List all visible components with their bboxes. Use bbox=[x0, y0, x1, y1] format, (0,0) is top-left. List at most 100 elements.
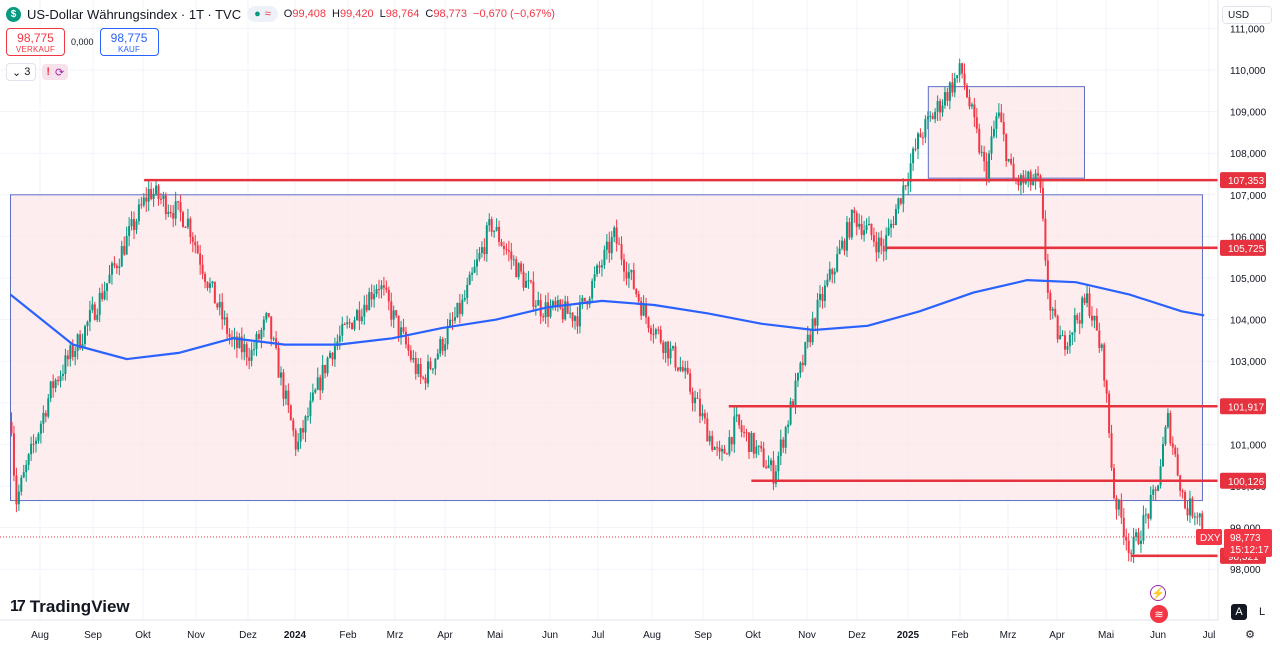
candle-body bbox=[392, 310, 395, 320]
candle-body bbox=[544, 302, 547, 318]
candle-body bbox=[54, 379, 57, 389]
candle-body bbox=[664, 341, 667, 353]
candle-body bbox=[1103, 344, 1106, 381]
candle-body bbox=[490, 219, 493, 232]
candle-body bbox=[919, 133, 922, 138]
indicator-toggle[interactable]: ⌄ 3 bbox=[6, 63, 37, 81]
log-scale-button[interactable]: L bbox=[1258, 606, 1266, 618]
buy-button[interactable]: 98,775 KAUF bbox=[99, 28, 159, 56]
candle-body bbox=[770, 460, 773, 466]
candle-body bbox=[596, 265, 599, 275]
candle-body bbox=[346, 322, 349, 325]
candle-body bbox=[446, 327, 449, 345]
candle-body bbox=[706, 418, 709, 442]
candle-body bbox=[836, 254, 839, 272]
candle-body bbox=[1012, 163, 1015, 181]
candle-body bbox=[948, 82, 951, 101]
candle-body bbox=[179, 202, 182, 213]
candle-body bbox=[515, 259, 518, 278]
candle-body bbox=[941, 105, 944, 113]
change-value: −0,670 (−0,67%) bbox=[473, 8, 555, 20]
candle-body bbox=[253, 349, 256, 351]
candle-body bbox=[870, 223, 873, 236]
candle-body bbox=[1049, 292, 1052, 311]
candle-body bbox=[358, 310, 361, 322]
candle-body bbox=[385, 287, 388, 290]
trade-panel: 98,775 VERKAUF 0,000 98,775 KAUF bbox=[6, 28, 159, 56]
candle-body bbox=[267, 313, 270, 317]
candle-body bbox=[201, 264, 204, 274]
candle-body bbox=[1083, 297, 1086, 303]
candle-body bbox=[1166, 412, 1169, 428]
currency-selector[interactable]: USD bbox=[1222, 6, 1272, 24]
candle-body bbox=[1115, 498, 1118, 510]
candle-body bbox=[1095, 315, 1098, 331]
candle-body bbox=[517, 263, 520, 278]
us-flag-event-icon[interactable]: ≋ bbox=[1150, 605, 1168, 623]
time-tick-label: Nov bbox=[187, 630, 205, 641]
candle-body bbox=[970, 104, 973, 107]
flash-alert-icon[interactable]: ⚡ bbox=[1150, 585, 1166, 601]
candle-body bbox=[15, 475, 18, 505]
candle-body bbox=[1125, 536, 1128, 541]
rectangle-zones bbox=[10, 86, 1203, 502]
candle-body bbox=[1152, 489, 1155, 495]
candle-body bbox=[1054, 308, 1057, 316]
sell-button[interactable]: 98,775 VERKAUF bbox=[6, 28, 65, 56]
candle-body bbox=[872, 235, 875, 242]
candle-body bbox=[571, 312, 574, 321]
candle-body bbox=[1086, 293, 1089, 303]
candle-body bbox=[865, 225, 868, 231]
candle-body bbox=[304, 416, 307, 433]
candle-body bbox=[578, 302, 581, 327]
candle-body bbox=[287, 390, 290, 406]
indicator-alerts[interactable]: ! ⟳ bbox=[42, 64, 69, 80]
candle-body bbox=[520, 263, 523, 272]
candle-body bbox=[42, 412, 45, 424]
candle-body bbox=[397, 315, 400, 336]
candle-body bbox=[806, 334, 809, 343]
candle-body bbox=[76, 334, 79, 352]
candle-body bbox=[931, 115, 934, 120]
candle-body bbox=[174, 201, 177, 219]
candle-body bbox=[1184, 492, 1187, 509]
candle-body bbox=[809, 334, 812, 343]
candle-body bbox=[696, 397, 699, 399]
candle-body bbox=[1130, 552, 1133, 554]
candle-body bbox=[483, 247, 486, 255]
candle-body bbox=[1105, 380, 1108, 394]
candle-body bbox=[537, 299, 540, 306]
candle-body bbox=[907, 181, 910, 187]
candle-body bbox=[1122, 517, 1125, 537]
candle-body bbox=[890, 223, 893, 228]
candle-body bbox=[649, 328, 652, 334]
candle-body bbox=[282, 372, 285, 399]
candle-body bbox=[914, 148, 917, 150]
candle-body bbox=[610, 237, 613, 254]
tradingview-logo[interactable]: 17 TradingView bbox=[10, 597, 130, 617]
time-tick-label: Feb bbox=[951, 630, 969, 641]
close-value: 98,773 bbox=[433, 8, 468, 20]
settings-gear-icon[interactable]: ⚙ bbox=[1245, 628, 1255, 641]
candle-body bbox=[828, 269, 831, 280]
candle-body bbox=[728, 437, 731, 455]
candle-body bbox=[701, 413, 704, 417]
candle-body bbox=[1113, 468, 1116, 499]
candle-body bbox=[1127, 540, 1130, 553]
time-tick-label: Dez bbox=[848, 630, 866, 641]
auto-scale-button[interactable]: A bbox=[1231, 604, 1247, 620]
chevron-down-icon: ⌄ bbox=[12, 66, 22, 79]
candle-body bbox=[74, 351, 77, 357]
symbol-title[interactable]: US-Dollar Währungsindex · 1T · TVC bbox=[27, 6, 242, 22]
candle-body bbox=[88, 310, 91, 322]
candle-body bbox=[1059, 335, 1062, 340]
candle-body bbox=[953, 78, 956, 93]
candle-body bbox=[559, 299, 562, 308]
market-status-pill[interactable]: ● ≈ bbox=[247, 6, 278, 22]
candle-body bbox=[600, 265, 603, 268]
candle-body bbox=[676, 367, 679, 371]
candle-body bbox=[476, 259, 479, 267]
candle-body bbox=[591, 280, 594, 299]
candle-body bbox=[498, 226, 501, 242]
